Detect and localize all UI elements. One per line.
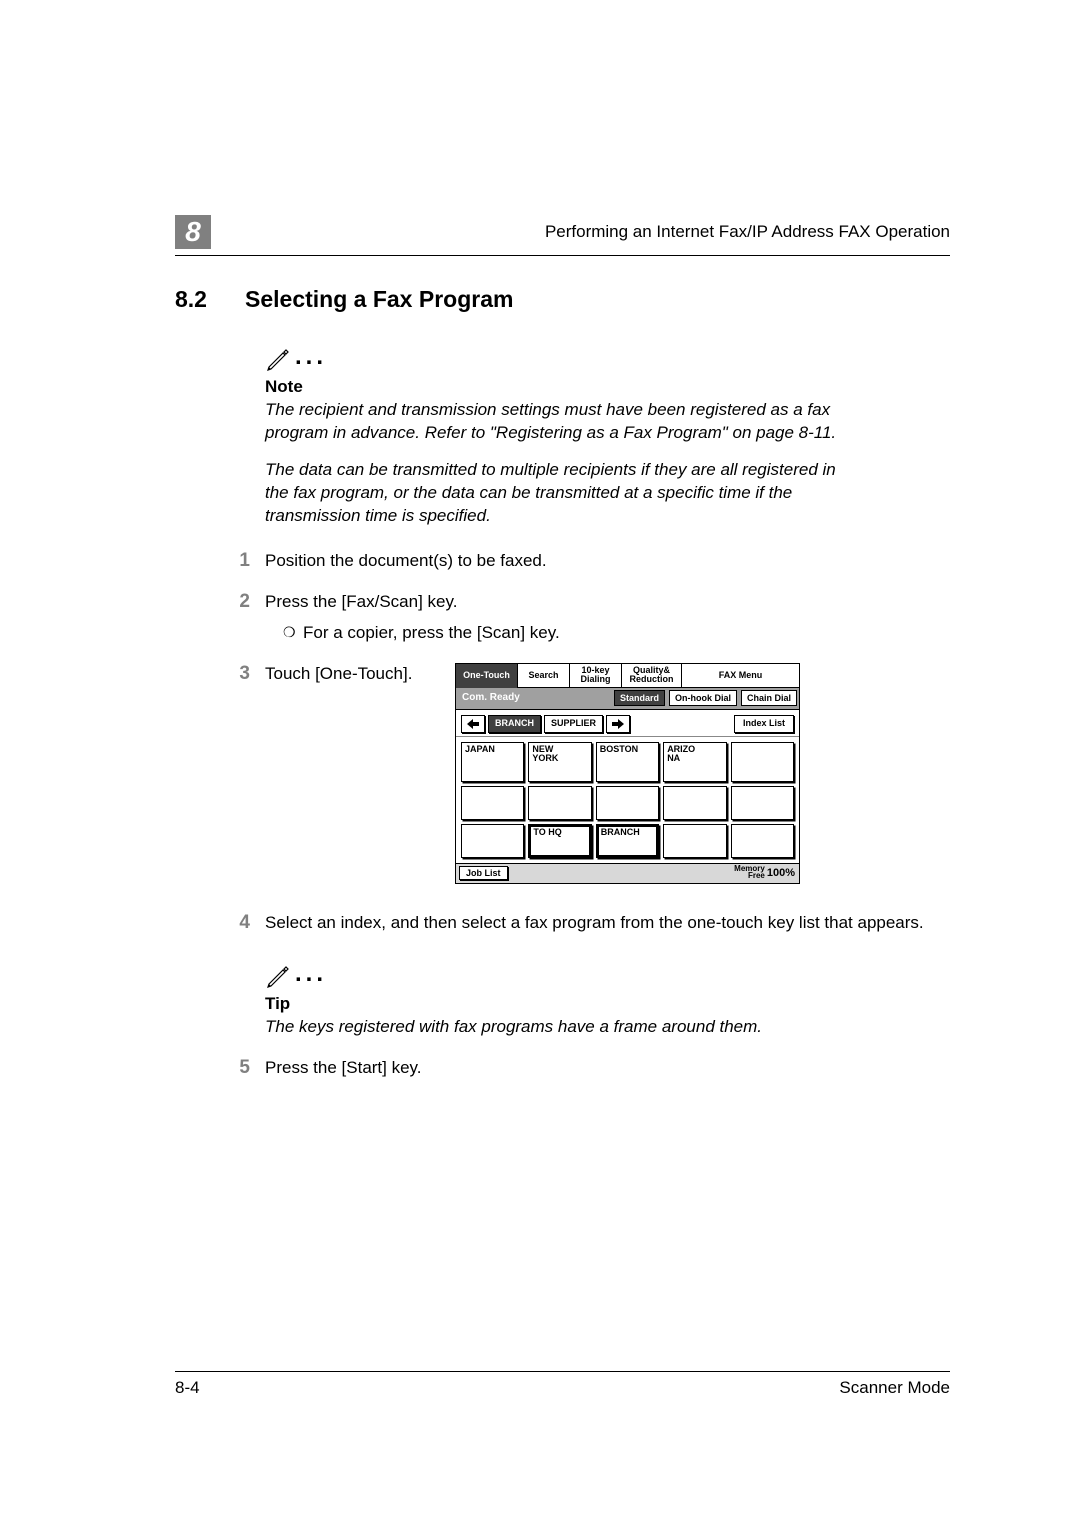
fax-screen: One-Touch Search 10-key Dialing Quality&…: [455, 663, 800, 884]
status-chain[interactable]: Chain Dial: [741, 690, 797, 706]
key-empty[interactable]: [731, 824, 794, 858]
step-number: 1: [230, 550, 265, 572]
step-text: Press the [Fax/Scan] key. ❍ For a copier…: [265, 591, 950, 645]
arrow-left-icon[interactable]: [461, 715, 485, 733]
running-head: Performing an Internet Fax/IP Address FA…: [231, 222, 950, 242]
step-text: Position the document(s) to be faxed.: [265, 550, 950, 573]
key-empty[interactable]: [461, 786, 524, 820]
step-5: 5 Press the [Start] key.: [230, 1057, 950, 1080]
step-3: 3 Touch [One-Touch]. One-Touch Search 10…: [230, 663, 950, 884]
tab-search[interactable]: Search: [518, 664, 570, 688]
key-arizona[interactable]: ARIZO NA: [663, 742, 726, 782]
note-heading: Note: [265, 377, 950, 397]
key-empty[interactable]: [731, 742, 794, 782]
steps-list: 1 Position the document(s) to be faxed. …: [230, 550, 950, 1081]
ellipsis-icon: ...: [295, 343, 327, 370]
tip-heading: Tip: [265, 994, 950, 1014]
step-text: Select an index, and then select a fax p…: [265, 912, 950, 935]
pencil-icon: [265, 345, 291, 371]
screen-footer: Job List Memory Free 100%: [456, 863, 799, 883]
note-paragraph-2: The data can be transmitted to multiple …: [265, 459, 855, 528]
step-1: 1 Position the document(s) to be faxed.: [230, 550, 950, 573]
index-bar: BRANCH SUPPLIER Index List: [456, 710, 799, 737]
key-newyork[interactable]: NEW YORK: [528, 742, 591, 782]
job-list-button[interactable]: Job List: [459, 866, 508, 880]
section-title: Selecting a Fax Program: [245, 286, 513, 313]
section-heading: 8.2 Selecting a Fax Program: [175, 286, 950, 313]
one-touch-grid: JAPAN NEW YORK BOSTON ARIZO NA TO HQ BRA…: [456, 737, 799, 863]
step-3-body: Touch [One-Touch]. One-Touch Search 10-k…: [265, 663, 950, 884]
index-supplier[interactable]: SUPPLIER: [544, 715, 603, 733]
note-paragraph-1: The recipient and transmission settings …: [265, 399, 855, 445]
tab-quality[interactable]: Quality& Reduction: [622, 664, 682, 688]
key-boston[interactable]: BOSTON: [596, 742, 659, 782]
tip-block: ... Tip The keys registered with fax pro…: [265, 960, 950, 1039]
step-number: 2: [230, 591, 265, 613]
status-standard[interactable]: Standard: [614, 690, 665, 706]
arrow-right-icon[interactable]: [606, 715, 630, 733]
memory-value: 100%: [765, 866, 799, 881]
step-text: Press the [Start] key.: [265, 1057, 950, 1080]
page-number: 8-4: [175, 1378, 200, 1398]
step-number: 3: [230, 663, 265, 685]
bullet-icon: ❍: [283, 622, 303, 643]
step-number: 5: [230, 1057, 265, 1079]
index-list-button[interactable]: Index List: [734, 715, 794, 733]
key-empty[interactable]: [663, 786, 726, 820]
section-number: 8.2: [175, 286, 245, 313]
key-tohq-programmed[interactable]: TO HQ: [528, 824, 591, 858]
step-number: 4: [230, 912, 265, 934]
key-japan[interactable]: JAPAN: [461, 742, 524, 782]
note-block: ... Note The recipient and transmission …: [265, 343, 950, 528]
step-2: 2 Press the [Fax/Scan] key. ❍ For a copi…: [230, 591, 950, 645]
key-empty[interactable]: [663, 824, 726, 858]
tab-fax-menu[interactable]: FAX Menu: [682, 664, 799, 688]
status-ready: Com. Ready: [456, 691, 612, 705]
index-branch[interactable]: BRANCH: [488, 715, 541, 733]
memory-label: Memory Free: [734, 866, 765, 880]
step-4: 4 Select an index, and then select a fax…: [230, 912, 950, 935]
tab-one-touch[interactable]: One-Touch: [456, 664, 518, 688]
step-2-sub: ❍ For a copier, press the [Scan] key.: [283, 622, 950, 645]
ellipsis-icon: ...: [295, 960, 327, 987]
step-3-text: Touch [One-Touch].: [265, 663, 425, 686]
key-branch-programmed[interactable]: BRANCH: [596, 824, 659, 858]
key-empty[interactable]: [528, 786, 591, 820]
chapter-badge: 8: [175, 215, 211, 249]
step-2-sub-text: For a copier, press the [Scan] key.: [303, 622, 560, 645]
key-empty[interactable]: [731, 786, 794, 820]
tab-bar: One-Touch Search 10-key Dialing Quality&…: [456, 664, 799, 688]
tip-paragraph: The keys registered with fax programs ha…: [265, 1016, 950, 1039]
status-bar: Com. Ready Standard On-hook Dial Chain D…: [456, 688, 799, 710]
page-header: 8 Performing an Internet Fax/IP Address …: [175, 215, 950, 256]
page: 8 Performing an Internet Fax/IP Address …: [0, 0, 1080, 1528]
footer-mode: Scanner Mode: [839, 1378, 950, 1398]
key-empty[interactable]: [596, 786, 659, 820]
pencil-icon: [265, 962, 291, 988]
status-onhook[interactable]: On-hook Dial: [669, 690, 737, 706]
key-empty[interactable]: [461, 824, 524, 858]
step-2-text: Press the [Fax/Scan] key.: [265, 592, 457, 611]
page-footer: 8-4 Scanner Mode: [175, 1371, 950, 1398]
tab-10key[interactable]: 10-key Dialing: [570, 664, 622, 688]
